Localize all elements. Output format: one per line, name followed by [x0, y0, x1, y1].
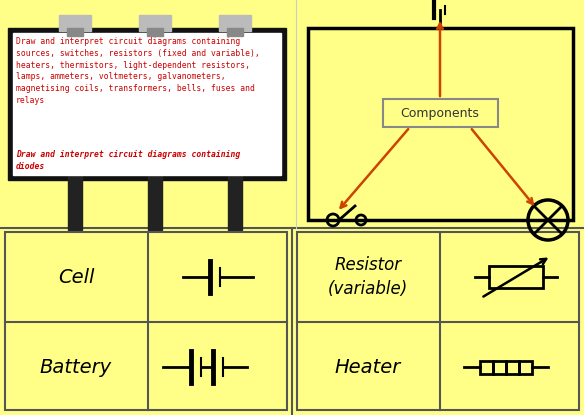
Bar	[480, 361, 493, 374]
Bar	[489, 266, 543, 288]
Bar	[383, 99, 498, 127]
Bar	[147, 28, 163, 36]
Text: Draw and interpret circuit diagrams containing
diodes: Draw and interpret circuit diagrams cont…	[16, 150, 240, 171]
Text: Heater: Heater	[335, 357, 401, 376]
Text: Draw and interpret circuit diagrams containing
sources, switches, resistors (fix: Draw and interpret circuit diagrams cont…	[16, 37, 260, 105]
Text: Resistor
(variable): Resistor (variable)	[328, 256, 408, 298]
Bar	[493, 361, 506, 374]
Text: Battery: Battery	[40, 357, 112, 376]
Bar	[67, 28, 83, 36]
Bar	[297, 232, 579, 410]
Bar	[308, 28, 573, 220]
Text: Cell: Cell	[58, 268, 94, 286]
Bar	[227, 28, 243, 36]
Bar	[139, 15, 171, 31]
Bar	[148, 175, 162, 230]
Bar	[8, 28, 286, 180]
Bar	[228, 175, 242, 230]
Text: Components: Components	[401, 107, 479, 120]
Bar	[59, 15, 91, 31]
Bar	[13, 33, 281, 175]
Bar	[519, 361, 532, 374]
Bar	[5, 232, 287, 410]
Bar	[68, 175, 82, 230]
Bar	[506, 361, 519, 374]
Bar	[219, 15, 251, 31]
